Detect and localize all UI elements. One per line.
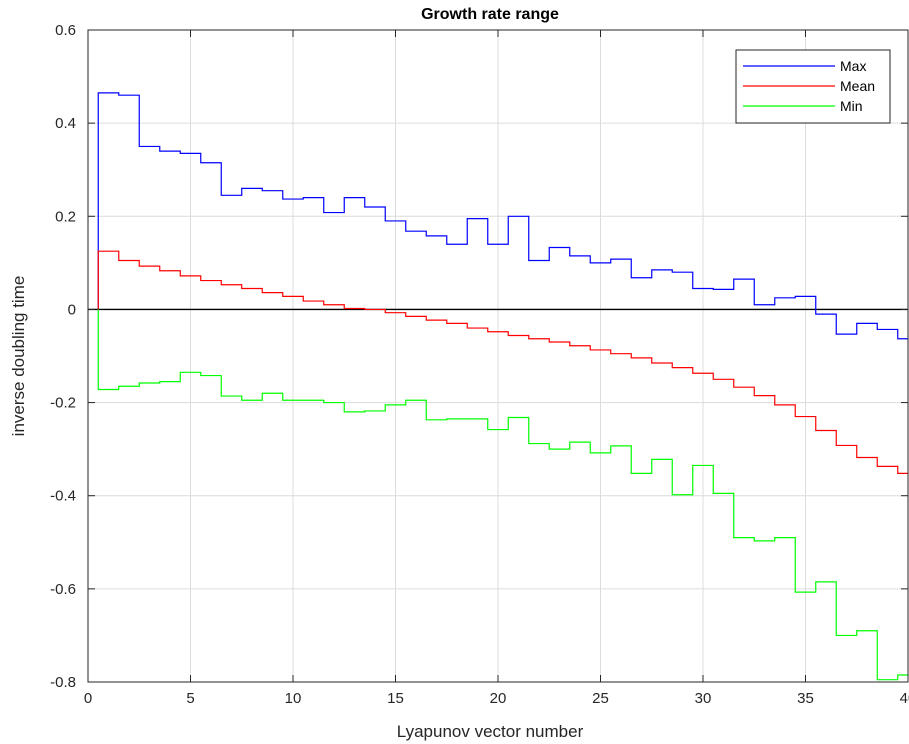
x-tick-label: 40 <box>900 690 909 707</box>
chart-title: Growth rate range <box>421 6 559 23</box>
y-tick-label: 0.6 <box>55 22 76 39</box>
x-tick-label: 0 <box>84 690 92 707</box>
series-mean-line <box>97 250 908 474</box>
x-tick-label: 20 <box>490 690 507 707</box>
ticks <box>87 29 909 683</box>
x-axis-label: Lyapunov vector number <box>397 722 584 741</box>
legend-items: Max Mean Min <box>743 58 875 114</box>
x-tick-label: 5 <box>186 690 194 707</box>
tick-labels: 0 5 10 15 20 25 30 35 40 -0.8 -0.6 -0.4 -0.2 0 0.2 0.4 0… <box>50 22 909 707</box>
legend-label-mean: Mean <box>840 78 875 94</box>
series-min-line <box>97 309 908 681</box>
x-tick-label: 10 <box>285 690 302 707</box>
y-tick-label: -0.4 <box>50 488 76 505</box>
x-tick-label: 15 <box>387 690 404 707</box>
y-tick-label: 0 <box>68 301 76 318</box>
y-tick-label: -0.8 <box>50 674 76 691</box>
y-tick-label: 0.2 <box>55 208 76 225</box>
y-axis-label: inverse doubling time <box>9 276 28 437</box>
series-group <box>97 92 908 681</box>
y-tick-label: -0.2 <box>50 395 76 412</box>
y-tick-label: -0.6 <box>50 581 76 598</box>
legend-label-min: Min <box>840 98 863 114</box>
x-tick-label: 30 <box>695 690 712 707</box>
x-tick-label: 35 <box>797 690 814 707</box>
legend-label-max: Max <box>840 58 866 74</box>
legend: Max Mean Min <box>735 49 891 124</box>
x-tick-label: 25 <box>592 690 609 707</box>
series-max-line <box>97 92 908 340</box>
y-tick-label: 0.4 <box>55 115 76 132</box>
